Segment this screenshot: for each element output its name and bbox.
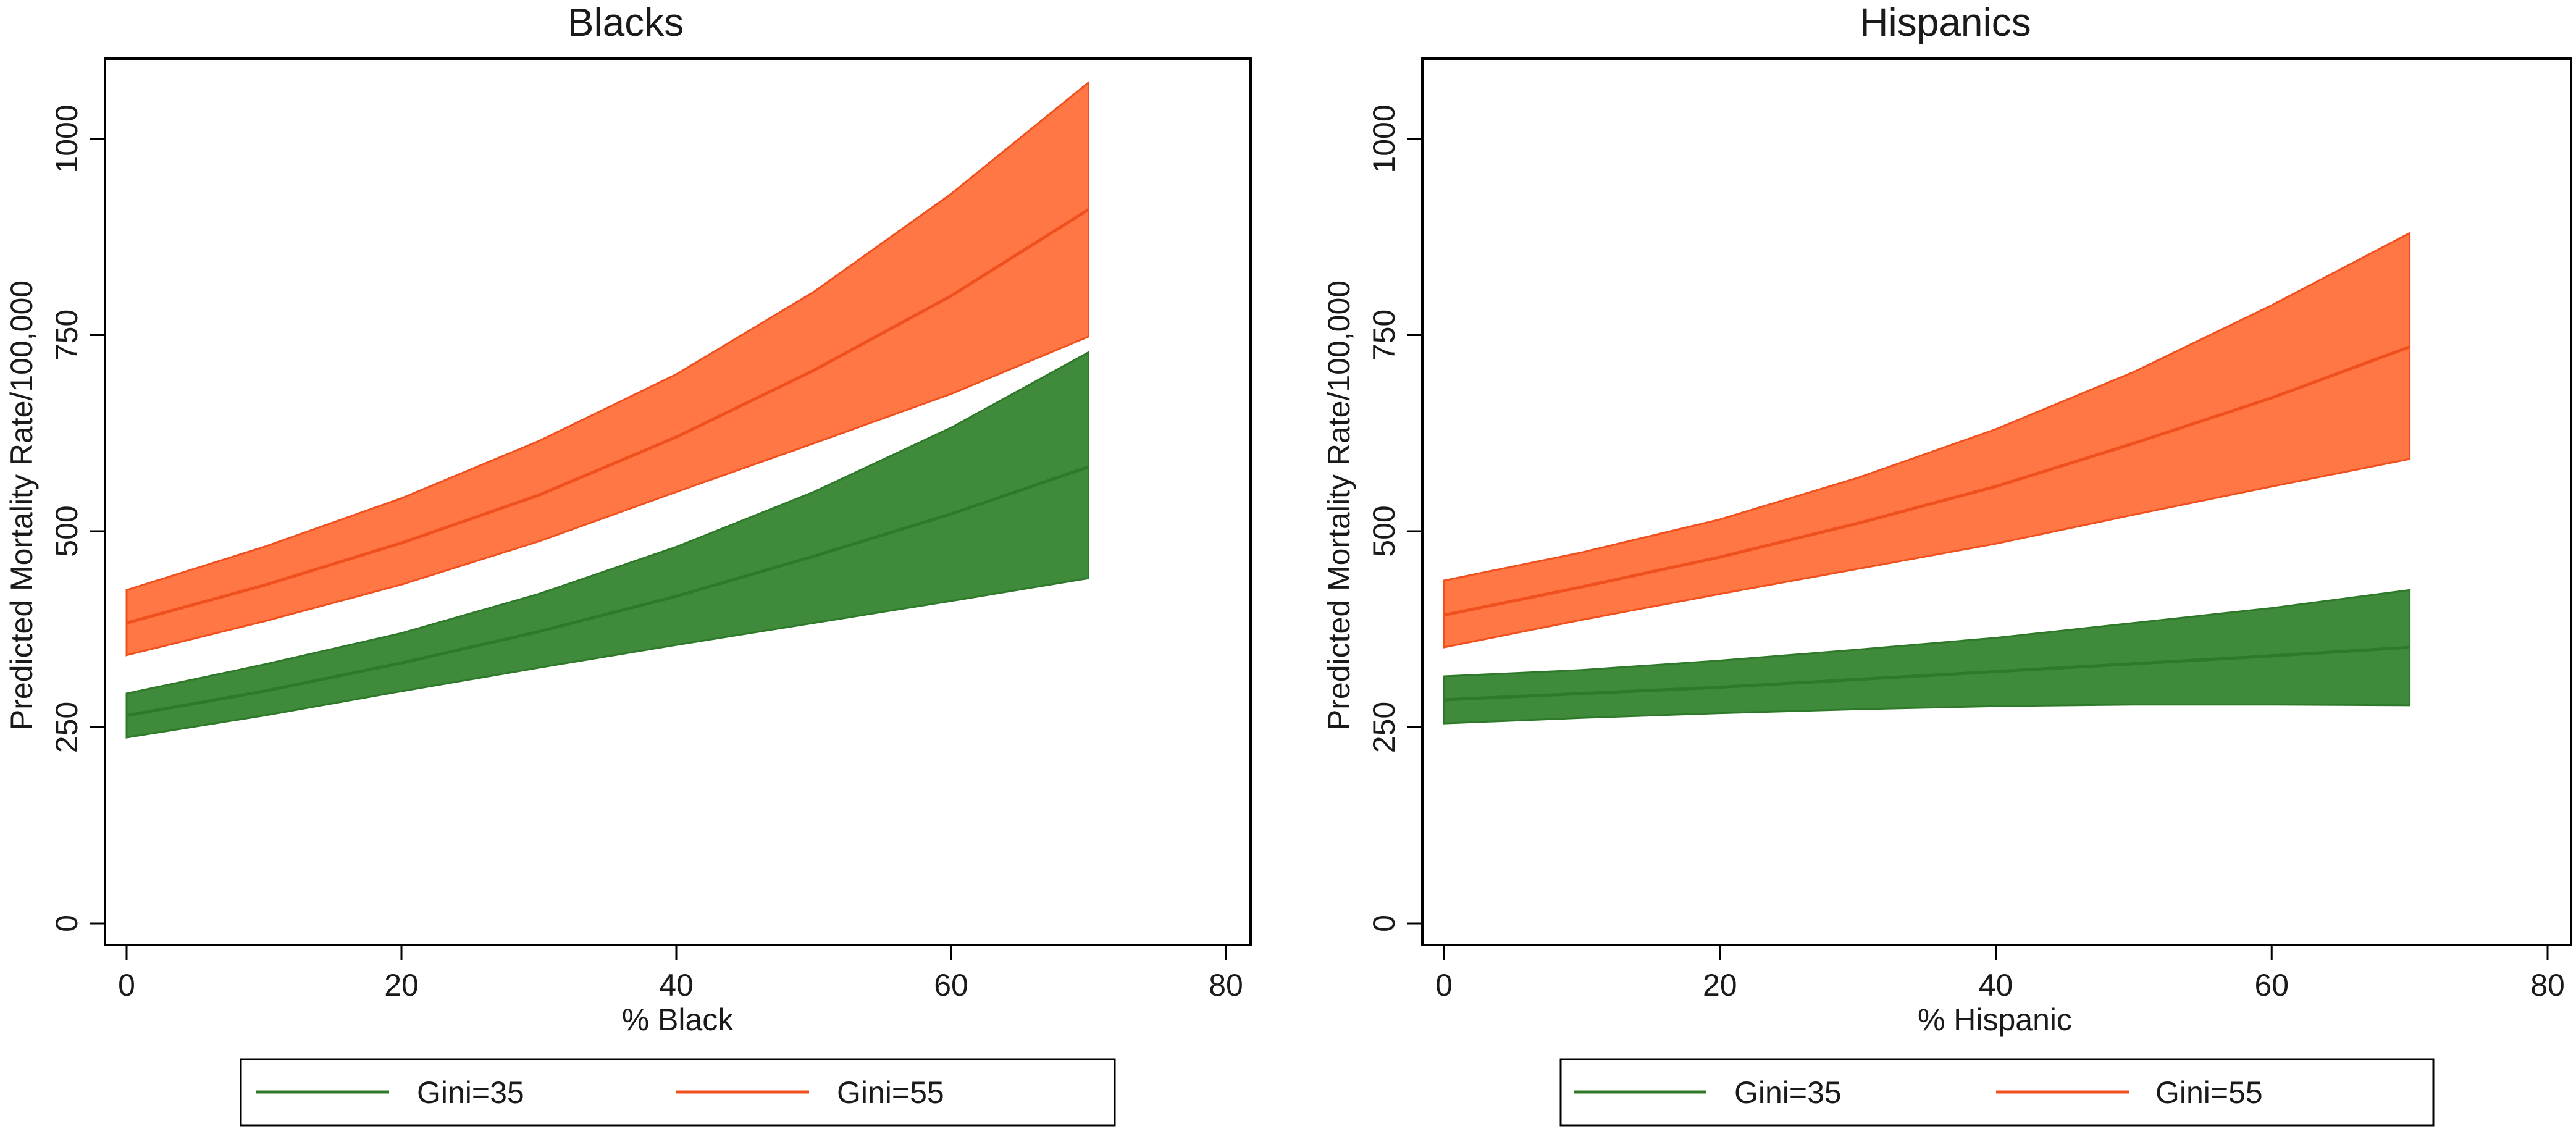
y-tick-label: 250 xyxy=(49,702,84,753)
x-tick-label: 20 xyxy=(384,968,419,1002)
y-tick-label: 1000 xyxy=(1367,104,1401,173)
y-tick-label: 0 xyxy=(1367,915,1401,932)
ci-band-gini55 xyxy=(125,80,1089,657)
legend-label-gini35: Gini=35 xyxy=(1734,1075,1842,1110)
x-tick-label: 40 xyxy=(1979,968,2013,1002)
legend: Gini=35 Gini=55 xyxy=(1559,1058,2435,1127)
series-line-gini55 xyxy=(126,208,1089,625)
y-axis-label: Predicted Mortality Rate/100,000 xyxy=(4,280,39,730)
chart-title: Blacks xyxy=(568,0,684,44)
chart-panel-blacks: Blacks 0 20 40 60 80 0 250 500 750 1000 % Black P… xyxy=(4,0,1252,1127)
legend-label-gini55: Gini=55 xyxy=(837,1075,944,1110)
legend-label-gini55: Gini=55 xyxy=(2155,1075,2263,1110)
y-tick-label: 250 xyxy=(1367,702,1401,753)
y-tick-label: 750 xyxy=(1367,309,1401,361)
y-tick-label: 0 xyxy=(49,915,84,932)
series-line-gini35 xyxy=(126,465,1089,717)
y-tick-label: 500 xyxy=(1367,505,1401,556)
y-axis-label: Predicted Mortality Rate/100,000 xyxy=(1322,280,1356,730)
x-tick-label: 80 xyxy=(1209,968,1243,1002)
x-axis-label: % Hispanic xyxy=(1918,1002,2072,1037)
legend-label-gini35: Gini=35 xyxy=(417,1075,524,1110)
chart-title: Hispanics xyxy=(1860,0,2031,44)
ci-band-gini35 xyxy=(125,350,1089,739)
y-tick-label: 750 xyxy=(49,309,84,361)
axis-ticks: 0 20 40 60 80 0 250 500 750 1000 xyxy=(1367,104,2565,1002)
chart-panel-hispanics: Hispanics 0 20 40 60 80 0 250 500 750 1000 % Hisp… xyxy=(1322,0,2572,1127)
x-tick-label: 0 xyxy=(118,968,135,1002)
x-tick-label: 40 xyxy=(659,968,694,1002)
plot-marks xyxy=(125,80,1089,739)
plot-marks xyxy=(1443,231,2411,724)
y-tick-label: 1000 xyxy=(49,104,84,173)
series-line-gini35 xyxy=(1443,645,2410,702)
x-tick-label: 60 xyxy=(2254,968,2289,1002)
legend: Gini=35 Gini=55 xyxy=(240,1058,1116,1127)
axis-ticks: 0 20 40 60 80 0 250 500 750 1000 xyxy=(49,104,1243,1002)
x-tick-label: 80 xyxy=(2530,968,2565,1002)
y-tick-label: 500 xyxy=(49,505,84,556)
ci-band-gini55 xyxy=(1443,231,2411,649)
x-tick-label: 20 xyxy=(1703,968,1737,1002)
x-tick-label: 60 xyxy=(934,968,968,1002)
series-line-gini55 xyxy=(1443,345,2410,617)
x-tick-label: 0 xyxy=(1435,968,1453,1002)
x-axis-label: % Black xyxy=(622,1002,734,1037)
